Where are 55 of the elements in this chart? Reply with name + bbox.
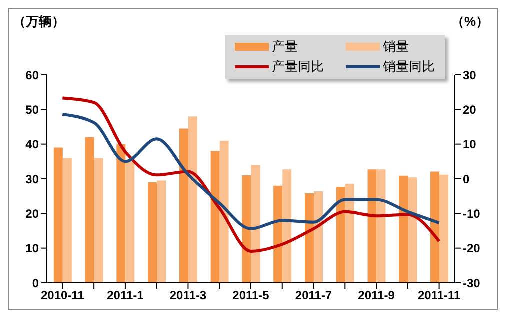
legend-label: 产量 bbox=[272, 38, 298, 56]
bar bbox=[368, 170, 377, 283]
bar bbox=[116, 144, 126, 283]
y2-tick-label: -20 bbox=[463, 242, 481, 256]
bar bbox=[242, 176, 252, 283]
legend-label: 销量同比 bbox=[383, 58, 435, 76]
line-series bbox=[61, 96, 441, 253]
bar bbox=[282, 170, 292, 283]
y2-tick-label: -30 bbox=[463, 276, 481, 290]
bar bbox=[304, 194, 314, 283]
y-tick-label: 60 bbox=[26, 68, 40, 82]
x-tick-label: 2011-11 bbox=[418, 288, 461, 303]
y-tick-label: 20 bbox=[26, 206, 40, 221]
line-series bbox=[61, 113, 441, 230]
bar bbox=[274, 186, 283, 283]
y-tick-label: 10 bbox=[26, 242, 40, 256]
y2-tick-label: 20 bbox=[463, 102, 477, 117]
x-tick-label: 2011-3 bbox=[170, 288, 207, 303]
x-tick-label: 2011-5 bbox=[232, 288, 270, 303]
bar bbox=[62, 158, 72, 283]
bar bbox=[430, 172, 440, 283]
bar bbox=[314, 191, 323, 283]
bar bbox=[251, 165, 260, 283]
bar bbox=[148, 182, 158, 283]
bar bbox=[210, 151, 220, 283]
legend-label: 销量 bbox=[383, 38, 409, 56]
bar bbox=[179, 128, 188, 283]
bar bbox=[85, 137, 94, 283]
y-tick-label: 0 bbox=[32, 276, 40, 290]
x-tick-label: 2011-9 bbox=[358, 288, 396, 303]
bar bbox=[345, 184, 354, 283]
bar bbox=[376, 170, 386, 283]
bar bbox=[126, 162, 135, 283]
y2-tick-label: 30 bbox=[463, 68, 477, 82]
y2-tick-label: 0 bbox=[463, 172, 470, 186]
bar bbox=[440, 174, 449, 283]
bar bbox=[399, 176, 408, 283]
y2-axis-title: （%） bbox=[451, 13, 489, 31]
bar bbox=[188, 116, 198, 283]
bar bbox=[54, 148, 63, 283]
y-axis-title: （万辆） bbox=[13, 13, 65, 31]
y-tick-label: 40 bbox=[26, 138, 40, 152]
bar bbox=[157, 180, 166, 283]
x-tick-label: 2011-7 bbox=[295, 288, 332, 303]
legend-label: 产量同比 bbox=[272, 58, 324, 76]
bar bbox=[94, 158, 104, 283]
y2-tick-label: -10 bbox=[463, 206, 481, 221]
bar bbox=[336, 186, 346, 283]
y-tick-label: 50 bbox=[26, 102, 40, 117]
bar bbox=[220, 140, 229, 283]
y2-tick-label: 10 bbox=[463, 138, 477, 152]
x-tick-label: 2010-11 bbox=[40, 288, 85, 303]
x-tick-label: 2011-1 bbox=[107, 288, 144, 303]
y-tick-label: 30 bbox=[26, 172, 40, 186]
bar bbox=[408, 178, 418, 283]
